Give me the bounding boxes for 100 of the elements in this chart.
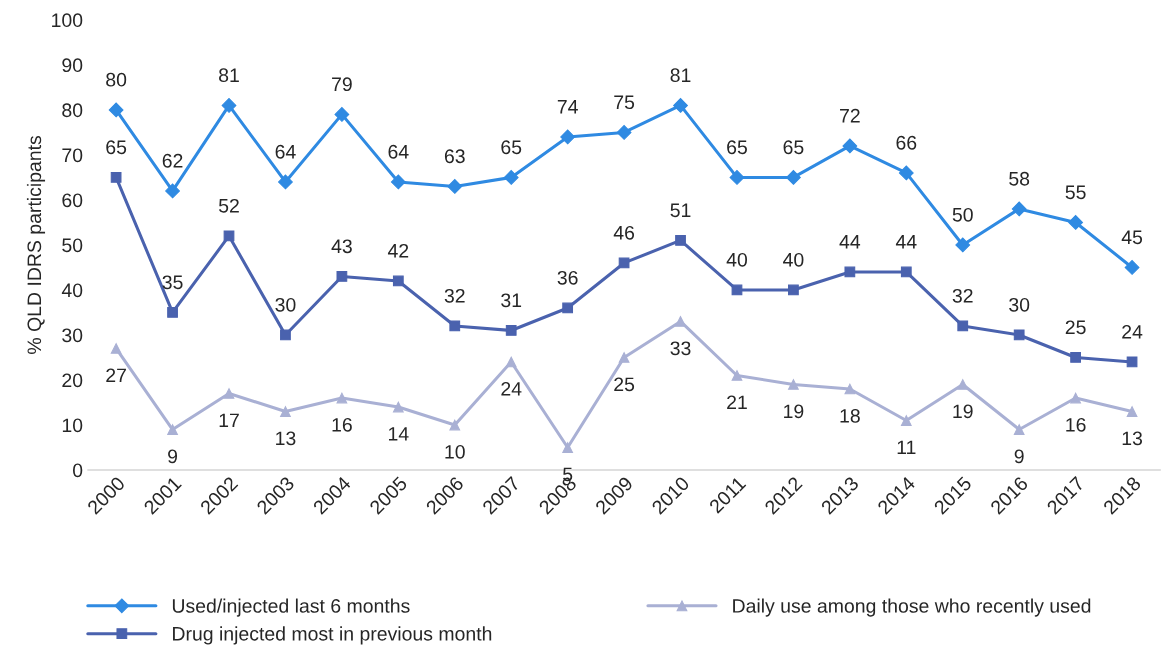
y-tick-label: 10: [62, 418, 83, 433]
data-label: 30: [275, 297, 296, 312]
point: [900, 266, 912, 278]
data-label: 55: [1065, 185, 1086, 200]
data-label: 32: [444, 288, 465, 303]
point: [278, 174, 293, 190]
data-label: 13: [276, 431, 296, 446]
data-label: 25: [614, 377, 635, 392]
data-label: 50: [952, 207, 973, 222]
point: [1126, 406, 1138, 417]
point: [562, 442, 574, 453]
data-label: 58: [1009, 171, 1030, 186]
point: [618, 352, 630, 363]
data-label: 81: [219, 68, 239, 83]
point: [562, 302, 574, 314]
legend-label: Used/injected last 6 months: [172, 598, 410, 617]
point: [955, 237, 971, 253]
data-label: 16: [332, 417, 352, 432]
data-label: 31: [501, 293, 522, 308]
point: [1013, 329, 1025, 341]
data-label: 27: [106, 368, 126, 383]
point: [844, 383, 856, 395]
point: [110, 343, 122, 354]
point: [449, 419, 461, 431]
data-label: 80: [106, 72, 127, 87]
point: [167, 424, 178, 435]
data-label: 36: [557, 270, 578, 285]
data-label: 65: [727, 140, 747, 155]
point: [957, 320, 969, 332]
data-label: 40: [783, 252, 804, 267]
point: [108, 102, 124, 118]
point: [336, 392, 348, 404]
point: [1070, 392, 1081, 404]
point: [392, 401, 404, 413]
data-label: 65: [783, 140, 804, 155]
y-tick-label: 100: [52, 13, 83, 28]
data-label: 21: [727, 395, 747, 410]
data-label: 25: [1065, 320, 1086, 335]
data-label: 14: [389, 427, 409, 441]
point: [1068, 215, 1084, 230]
point: [223, 388, 235, 399]
legend-label: Drug injected most in previous month: [173, 626, 492, 645]
data-label: 64: [275, 144, 296, 159]
y-tick-label: 0: [72, 463, 83, 478]
data-label: 63: [444, 149, 465, 164]
data-label: 62: [162, 153, 183, 168]
y-tick-label: 80: [62, 103, 83, 118]
point: [1070, 352, 1081, 363]
data-label: 24: [1122, 324, 1143, 339]
point: [844, 266, 856, 278]
data-label: 19: [953, 404, 973, 419]
data-label: 30: [1009, 297, 1030, 312]
data-label: 16: [1066, 417, 1086, 432]
point: [1011, 201, 1027, 217]
data-label: 9: [168, 449, 178, 464]
data-label: 13: [1122, 431, 1143, 446]
data-label: 46: [613, 225, 635, 240]
point: [616, 125, 632, 140]
data-label: 52: [218, 198, 239, 213]
point: [390, 174, 406, 190]
data-label: 10: [445, 444, 465, 459]
data-label: 79: [332, 77, 352, 92]
data-label: 42: [387, 243, 409, 258]
point: [505, 325, 517, 336]
point: [392, 275, 404, 287]
point: [898, 165, 914, 181]
data-label: 64: [388, 144, 409, 159]
point: [110, 172, 122, 183]
data-label: 45: [1121, 230, 1143, 245]
y-tick-label: 90: [62, 58, 83, 73]
point: [280, 329, 291, 341]
point: [731, 370, 743, 381]
data-label: 51: [670, 203, 691, 218]
data-label: 44: [895, 235, 917, 249]
data-label: 72: [840, 108, 860, 123]
y-tick-label: 20: [62, 373, 83, 388]
data-label: 81: [670, 68, 691, 83]
y-tick-label: 40: [61, 283, 83, 298]
y-tick-label: 70: [62, 148, 83, 163]
data-label: 24: [501, 381, 522, 396]
point: [842, 138, 858, 154]
point: [447, 179, 463, 194]
point: [675, 316, 686, 327]
point: [336, 271, 348, 282]
y-tick-label: 30: [62, 328, 83, 343]
point: [729, 170, 745, 185]
point: [788, 284, 799, 296]
point: [675, 235, 686, 246]
y-axis-title: % QLD IDRS participants: [26, 135, 46, 354]
point: [503, 170, 519, 185]
data-label: 65: [106, 140, 127, 155]
point: [221, 98, 237, 113]
legend-label: Daily use among those who recently used: [733, 598, 1091, 617]
point: [1013, 424, 1025, 435]
point: [165, 183, 180, 199]
point: [167, 307, 178, 318]
point: [900, 415, 912, 426]
y-tick-label: 50: [62, 238, 83, 253]
point: [788, 379, 799, 390]
point: [560, 129, 576, 145]
